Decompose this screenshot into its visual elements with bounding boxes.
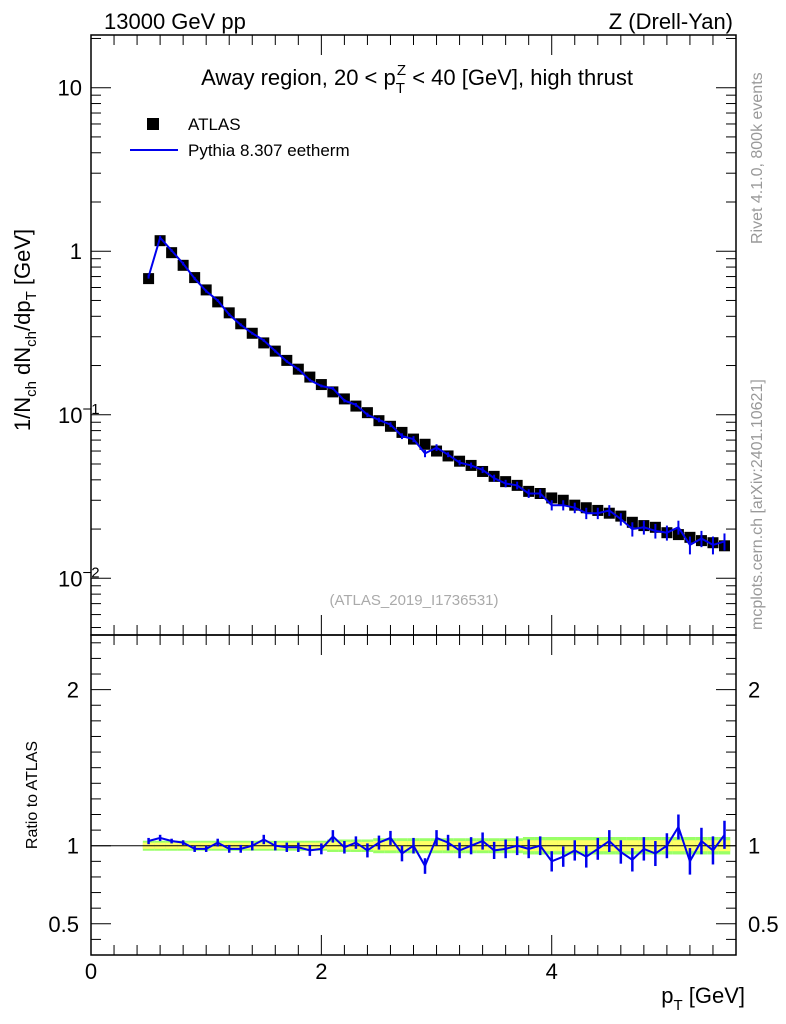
analysis-watermark: (ATLAS_2019_I1736531) [329, 592, 498, 609]
ratio-y-tick-label-right: 2 [748, 678, 760, 703]
x-tick-label: 4 [546, 959, 558, 984]
ratio-axis-ticks: 0.5 0.5 1 1 2 2 0 2 4 [48, 635, 779, 984]
ratio-y-tick-label-right: 0.5 [748, 912, 779, 937]
main-y-label: 1/Nch dNch/dpT [GeV] [10, 229, 40, 431]
x-axis-label: pT [GeV] [661, 983, 745, 1014]
y-tick-label: 10 [58, 76, 82, 101]
pythia-line [147, 235, 725, 547]
y-tick-label: 1 [70, 239, 82, 264]
atlas-data-point [304, 371, 316, 383]
plot-title: Away region, 20 < pTZ < 40 [GeV], high t… [201, 62, 633, 97]
y-tick-label: 10−2 [58, 564, 100, 591]
energy-label: 13000 GeV pp [104, 9, 246, 34]
ratio-frame [90, 634, 737, 956]
ratio-pythia-line [148, 824, 726, 869]
legend-label-atlas: ATLAS [188, 115, 241, 134]
legend-label-pythia: Pythia 8.307 eetherm [188, 141, 350, 160]
ratio-y-tick-label-left: 1 [67, 834, 79, 859]
rivet-label: Rivet 4.1.0, 800k events [749, 72, 766, 244]
legend: ATLAS Pythia 8.307 eetherm [130, 115, 350, 160]
ratio-panel: 0.5 0.5 1 1 2 2 0 2 4 Ratio to ATLAS pT [GeV] [24, 634, 779, 1014]
ratio-y-tick-label-left: 0.5 [48, 912, 79, 937]
atlas-data-point [223, 307, 235, 319]
y-tick-label: 10−1 [58, 401, 100, 428]
main-series [143, 235, 730, 555]
atlas-data-point [258, 337, 270, 349]
main-panel: 10 1 10−1 10−2 Away region, 20 < pTZ < 40 [… [10, 34, 737, 636]
ratio-y-tick-label-left: 2 [67, 678, 79, 703]
process-label: Z (Drell-Yan) [609, 9, 733, 34]
mcplots-label: mcplots.cern.ch [arXiv:2401.10621] [749, 379, 766, 630]
x-tick-label: 0 [85, 959, 97, 984]
atlas-data-point [166, 247, 178, 259]
legend-marker-atlas [147, 118, 159, 130]
atlas-data-point [546, 492, 558, 504]
atlas-data-point [396, 426, 408, 438]
ratio-y-tick-label-right: 1 [748, 834, 760, 859]
main-axis-ticks: 10 1 10−1 10−2 [58, 35, 737, 635]
ratio-series [147, 814, 726, 875]
atlas-data-point [419, 438, 431, 450]
x-tick-label: 2 [315, 959, 327, 984]
atlas-data-point [327, 386, 339, 398]
ratio-y-label: Ratio to ATLAS [24, 741, 41, 849]
